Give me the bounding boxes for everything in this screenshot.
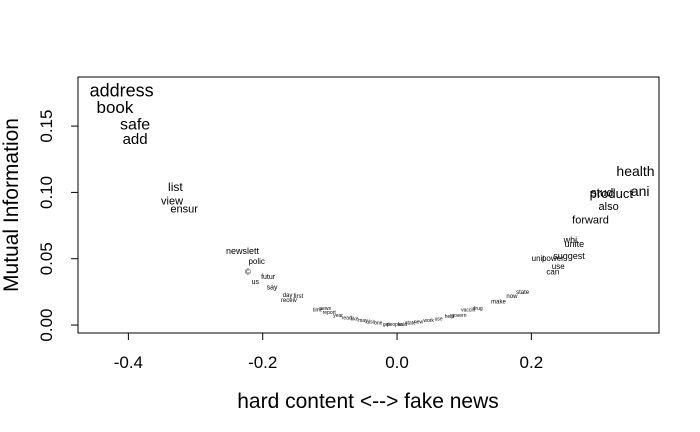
word-label: suggest [553, 251, 585, 261]
word-label: unite [565, 239, 585, 249]
word-label: news [319, 306, 331, 312]
word-label: drug [473, 306, 483, 312]
word-label: ensur [170, 204, 198, 216]
y-tick-label: 0.15 [37, 110, 56, 143]
word-label: one [374, 321, 383, 327]
word-label: forward [572, 214, 609, 226]
word-label: may [358, 318, 368, 324]
word-label: make [491, 299, 506, 305]
word-label: us [252, 279, 260, 286]
word-label: like [351, 317, 359, 323]
word-label: time [313, 307, 323, 313]
word-label: receiv [281, 298, 297, 304]
word-label: view [161, 196, 183, 208]
word-label: also [366, 319, 375, 325]
word-label: said [398, 322, 407, 328]
word-label: product [590, 186, 634, 201]
word-label: can [546, 267, 559, 276]
word-label: work [423, 318, 434, 324]
word-label: also [599, 201, 619, 213]
word-label: year [333, 313, 343, 319]
word-label: book [97, 98, 134, 117]
word-label: power [542, 254, 564, 263]
y-tick-label: 0.00 [37, 308, 56, 341]
word-label: use [435, 317, 443, 323]
word-label: govern [451, 313, 467, 319]
x-axis-title: hard content <--> fake news [237, 390, 499, 413]
x-tick-label: -0.4 [114, 353, 143, 372]
word-label: use [552, 262, 565, 271]
word-label: safe [120, 116, 150, 133]
word-label: now [506, 294, 518, 300]
word-label: add [123, 131, 148, 148]
word-label: polic [248, 257, 264, 266]
x-tick-label: 0.0 [385, 353, 409, 372]
word-label: list [168, 180, 183, 194]
word-label: health [616, 163, 654, 179]
word-label: ani [631, 183, 650, 199]
y-tick-label: 0.10 [37, 176, 56, 209]
word-marks: addressbooksafeaddlistviewensurnewslettp… [90, 80, 655, 328]
x-tick-label: 0.2 [520, 353, 544, 372]
word-label: state [405, 321, 416, 327]
word-label: report [323, 310, 337, 316]
x-tick-label: -0.2 [248, 353, 277, 372]
word-label: say [267, 284, 278, 291]
y-axis-title: Mutual Information [0, 118, 23, 292]
word-label: day [283, 293, 293, 299]
x-axis: -0.4 -0.2 0.0 0.2 [114, 332, 544, 372]
word-label: get [383, 322, 391, 328]
word-label: newslett [226, 246, 260, 256]
word-label: address [90, 80, 154, 100]
y-tick-label: 0.05 [37, 242, 56, 275]
word-label: unit [532, 254, 546, 263]
word-label: © [245, 267, 251, 276]
y-axis: 0.00 0.05 0.10 0.15 [37, 110, 79, 342]
word-label: people [387, 322, 402, 328]
word-label: read [342, 315, 352, 321]
word-label: new [414, 319, 424, 325]
word-label: first [293, 294, 303, 300]
word-label: whi [563, 235, 578, 245]
word-label: help [445, 314, 455, 320]
word-label: state [516, 290, 530, 296]
word-label: stud [591, 185, 614, 199]
word-label: vaccin [461, 307, 475, 313]
word-label: futur [261, 274, 276, 281]
